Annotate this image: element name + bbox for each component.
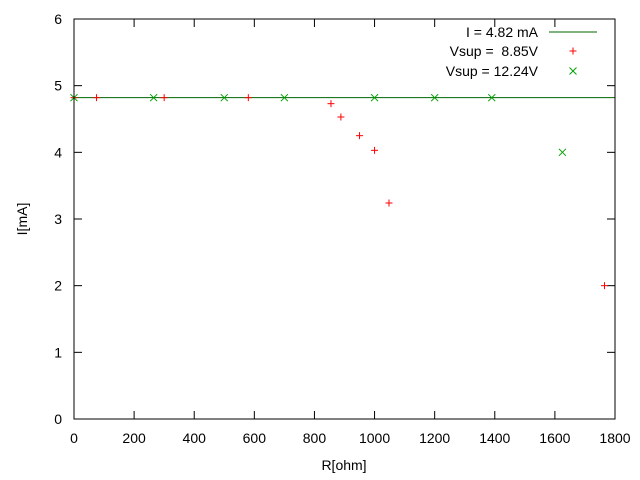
data-point-series-1 bbox=[600, 282, 608, 290]
y-tick-label: 4 bbox=[54, 144, 62, 160]
x-axis-tick-labels: 0 200 400 600 800 1000 1200 1400 1600 1800 bbox=[70, 430, 631, 446]
data-point-series-2 bbox=[370, 93, 379, 102]
x-tick-label: 1200 bbox=[419, 430, 450, 446]
x-tick-label: 200 bbox=[122, 430, 146, 446]
y-tick-label: 2 bbox=[54, 278, 62, 294]
data-point-series-2 bbox=[220, 93, 229, 102]
data-point-series-2 bbox=[487, 93, 496, 102]
legend-marker-series-1 bbox=[569, 47, 577, 55]
y-axis-tick-labels: 0 1 2 3 4 5 6 bbox=[54, 11, 62, 427]
x-axis-ticks bbox=[73, 19, 616, 419]
data-point-series-1 bbox=[93, 94, 101, 102]
x-tick-label: 0 bbox=[70, 430, 78, 446]
data-point-series-1 bbox=[356, 132, 364, 140]
data-point-series-2 bbox=[430, 93, 439, 102]
y-tick-label: 3 bbox=[54, 211, 62, 227]
x-tick-label: 1400 bbox=[479, 430, 510, 446]
data-point-series-2 bbox=[558, 148, 567, 157]
y-tick-label: 5 bbox=[54, 78, 62, 94]
x-tick-label: 1000 bbox=[359, 430, 390, 446]
legend-label-series-2: Vsup = 12.24V bbox=[446, 63, 539, 79]
y-tick-label: 1 bbox=[54, 344, 62, 360]
data-point-series-1 bbox=[385, 199, 393, 207]
x-axis-label: R[ohm] bbox=[321, 457, 366, 473]
data-point-series-1 bbox=[337, 113, 345, 121]
data-points bbox=[70, 93, 608, 290]
legend-marker-cross bbox=[569, 67, 577, 75]
y-tick-label: 6 bbox=[54, 11, 62, 27]
y-tick-label: 0 bbox=[54, 411, 62, 427]
data-point-series-1 bbox=[244, 94, 252, 102]
legend-label-reference: I = 4.82 mA bbox=[466, 24, 539, 40]
data-point-series-2 bbox=[149, 93, 158, 102]
x-tick-label: 400 bbox=[183, 430, 207, 446]
y-axis-label: I[mA] bbox=[14, 203, 30, 236]
plot-frame bbox=[73, 18, 616, 420]
x-tick-label: 1800 bbox=[599, 430, 630, 446]
legend-marker-series-2 bbox=[569, 67, 577, 75]
legend-label-series-1: Vsup = 8.85V bbox=[450, 43, 539, 59]
x-tick-label: 1600 bbox=[539, 430, 570, 446]
data-point-series-1 bbox=[327, 100, 335, 108]
legend: I = 4.82 mA Vsup = 8.85V Vsup = 12.24V bbox=[446, 24, 597, 79]
data-point-series-2 bbox=[280, 93, 289, 102]
legend-marker-plus bbox=[569, 47, 577, 55]
data-point-series-1 bbox=[371, 146, 379, 154]
x-tick-label: 800 bbox=[303, 430, 327, 446]
x-tick-label: 600 bbox=[243, 430, 267, 446]
data-point-series-1 bbox=[160, 94, 168, 102]
